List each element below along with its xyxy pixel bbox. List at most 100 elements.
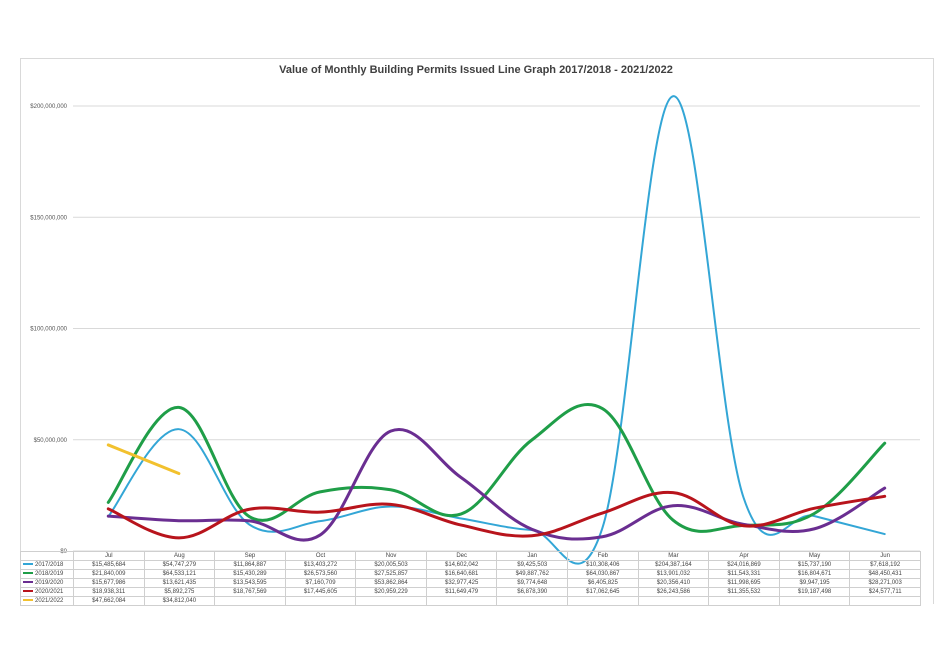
- data-label: $64,030,867: [567, 569, 639, 579]
- legend-label: 2020/2021: [35, 588, 64, 595]
- data-label: $9,425,503: [496, 560, 569, 570]
- data-label: $13,403,272: [284, 560, 357, 570]
- data-label: [778, 596, 851, 606]
- data-label: $18,938,311: [73, 587, 145, 597]
- data-label: $24,577,711: [849, 587, 921, 597]
- table-row: 2021/2022 $47,662,084 $34,812,040: [20, 596, 921, 606]
- data-label: [567, 596, 639, 606]
- x-tick-label: Nov: [355, 551, 427, 561]
- data-label: $6,878,390: [496, 587, 569, 597]
- data-label: $7,618,192: [849, 560, 921, 570]
- legend-swatch: [23, 589, 33, 592]
- data-label: $11,649,479: [425, 587, 498, 597]
- data-label: $15,677,986: [73, 578, 145, 588]
- x-tick-label: Jan: [496, 551, 569, 561]
- table-row: 2020/2021 $18,938,311 $5,892,275 $18,767,56…: [20, 587, 921, 597]
- legend-swatch: [23, 580, 33, 583]
- chart-title: Value of Monthly Building Permits Issued…: [279, 64, 673, 76]
- data-label: [425, 596, 498, 606]
- table-header-row: Jul Aug Sep Oct Nov Dec Jan Feb Mar Apr May Jun: [20, 551, 921, 561]
- data-label: [708, 596, 780, 606]
- data-label: $27,525,857: [355, 569, 427, 579]
- data-label: $9,947,195: [778, 578, 851, 588]
- data-label: [637, 596, 710, 606]
- data-label: $13,543,595: [214, 578, 286, 588]
- data-label: $7,160,709: [284, 578, 357, 588]
- legend-entry: 2021/2022: [20, 596, 74, 606]
- data-label: $24,016,869: [708, 560, 780, 570]
- data-label: $47,662,084: [73, 596, 145, 606]
- data-label: [284, 596, 357, 606]
- data-label: [849, 596, 921, 606]
- x-tick-label: Mar: [637, 551, 710, 561]
- data-label: $28,271,003: [849, 578, 921, 588]
- series-line-2017-2018: [107, 95, 886, 565]
- data-label: $17,062,645: [567, 587, 639, 597]
- data-label: $20,959,229: [355, 587, 427, 597]
- data-label: $15,430,289: [214, 569, 286, 579]
- data-label: $20,356,410: [637, 578, 710, 588]
- table-row: 2018/2019 $21,840,009 $64,533,121 $15,430,2…: [20, 569, 921, 579]
- data-label: $20,005,503: [355, 560, 427, 570]
- data-label: $32,977,425: [425, 578, 498, 588]
- table-row: 2017/2018 $15,485,684 $54,747,279 $11,864,8…: [20, 560, 921, 570]
- data-label: $16,804,671: [778, 569, 851, 579]
- legend-label: 2017/2018: [35, 561, 64, 568]
- x-tick-label: Jun: [849, 551, 921, 561]
- data-label: $6,405,825: [567, 578, 639, 588]
- x-tick-label: Aug: [143, 551, 216, 561]
- legend-swatch: [23, 562, 33, 565]
- x-tick-label: Sep: [214, 551, 286, 561]
- legend-swatch: [23, 571, 33, 574]
- y-tick-label-3: $150,000,000: [30, 215, 67, 221]
- legend-label: 2018/2019: [35, 570, 64, 577]
- series-line-2020-2021: [106, 490, 887, 540]
- data-label: $26,573,560: [284, 569, 357, 579]
- y-tick-label-2: $100,000,000: [30, 327, 67, 333]
- table-row: 2019/2020 $15,677,986 $13,621,435 $13,543,5…: [20, 578, 921, 588]
- data-label: [214, 596, 286, 606]
- series-line-2021-2022: [106, 443, 181, 476]
- data-label: $15,737,190: [778, 560, 851, 570]
- data-label: $53,862,864: [355, 578, 427, 588]
- data-label: $13,901,032: [637, 569, 710, 579]
- data-label: $34,812,040: [143, 596, 216, 606]
- legend-entry: 2020/2021: [20, 587, 74, 597]
- legend-label: 2021/2022: [35, 597, 64, 604]
- x-tick-label: Dec: [425, 551, 498, 561]
- data-label: $26,243,586: [637, 587, 710, 597]
- data-label: $21,840,009: [73, 569, 145, 579]
- data-label: $11,355,532: [708, 587, 780, 597]
- legend-label: 2019/2020: [35, 579, 64, 586]
- legend-entry: 2019/2020: [20, 578, 74, 588]
- x-tick-label: May: [778, 551, 851, 561]
- data-label: $54,747,279: [143, 560, 216, 570]
- legend-entry: 2017/2018: [20, 560, 74, 570]
- data-label: $19,187,498: [778, 587, 851, 597]
- data-label: $17,445,605: [284, 587, 357, 597]
- x-tick-label: Jul: [73, 551, 145, 561]
- y-tick-label-4: $200,000,000: [30, 104, 67, 110]
- legend-entry: 2018/2019: [20, 569, 74, 579]
- data-label: $49,887,762: [496, 569, 569, 579]
- data-label: $16,640,681: [425, 569, 498, 579]
- data-label: $14,602,042: [425, 560, 498, 570]
- series-line-2018-2019: [106, 402, 887, 533]
- legend-swatch: [23, 598, 33, 601]
- data-label: $204,387,164: [637, 560, 710, 570]
- data-label: $9,774,648: [496, 578, 569, 588]
- table-corner: [20, 551, 74, 561]
- data-label: $10,308,406: [567, 560, 639, 570]
- data-label: $15,485,684: [73, 560, 145, 570]
- x-tick-label: Apr: [708, 551, 780, 561]
- data-label: $11,543,331: [708, 569, 780, 579]
- data-label: $13,621,435: [143, 578, 216, 588]
- data-label: $64,533,121: [143, 569, 216, 579]
- data-table: Jul Aug Sep Oct Nov Dec Jan Feb Mar Apr May Jun 2017…: [20, 551, 921, 606]
- data-label: $18,767,569: [214, 587, 286, 597]
- data-label: $48,450,431: [849, 569, 921, 579]
- x-tick-label: Oct: [284, 551, 357, 561]
- data-label: [496, 596, 569, 606]
- chart-frame: [20, 58, 934, 604]
- data-label: [355, 596, 427, 606]
